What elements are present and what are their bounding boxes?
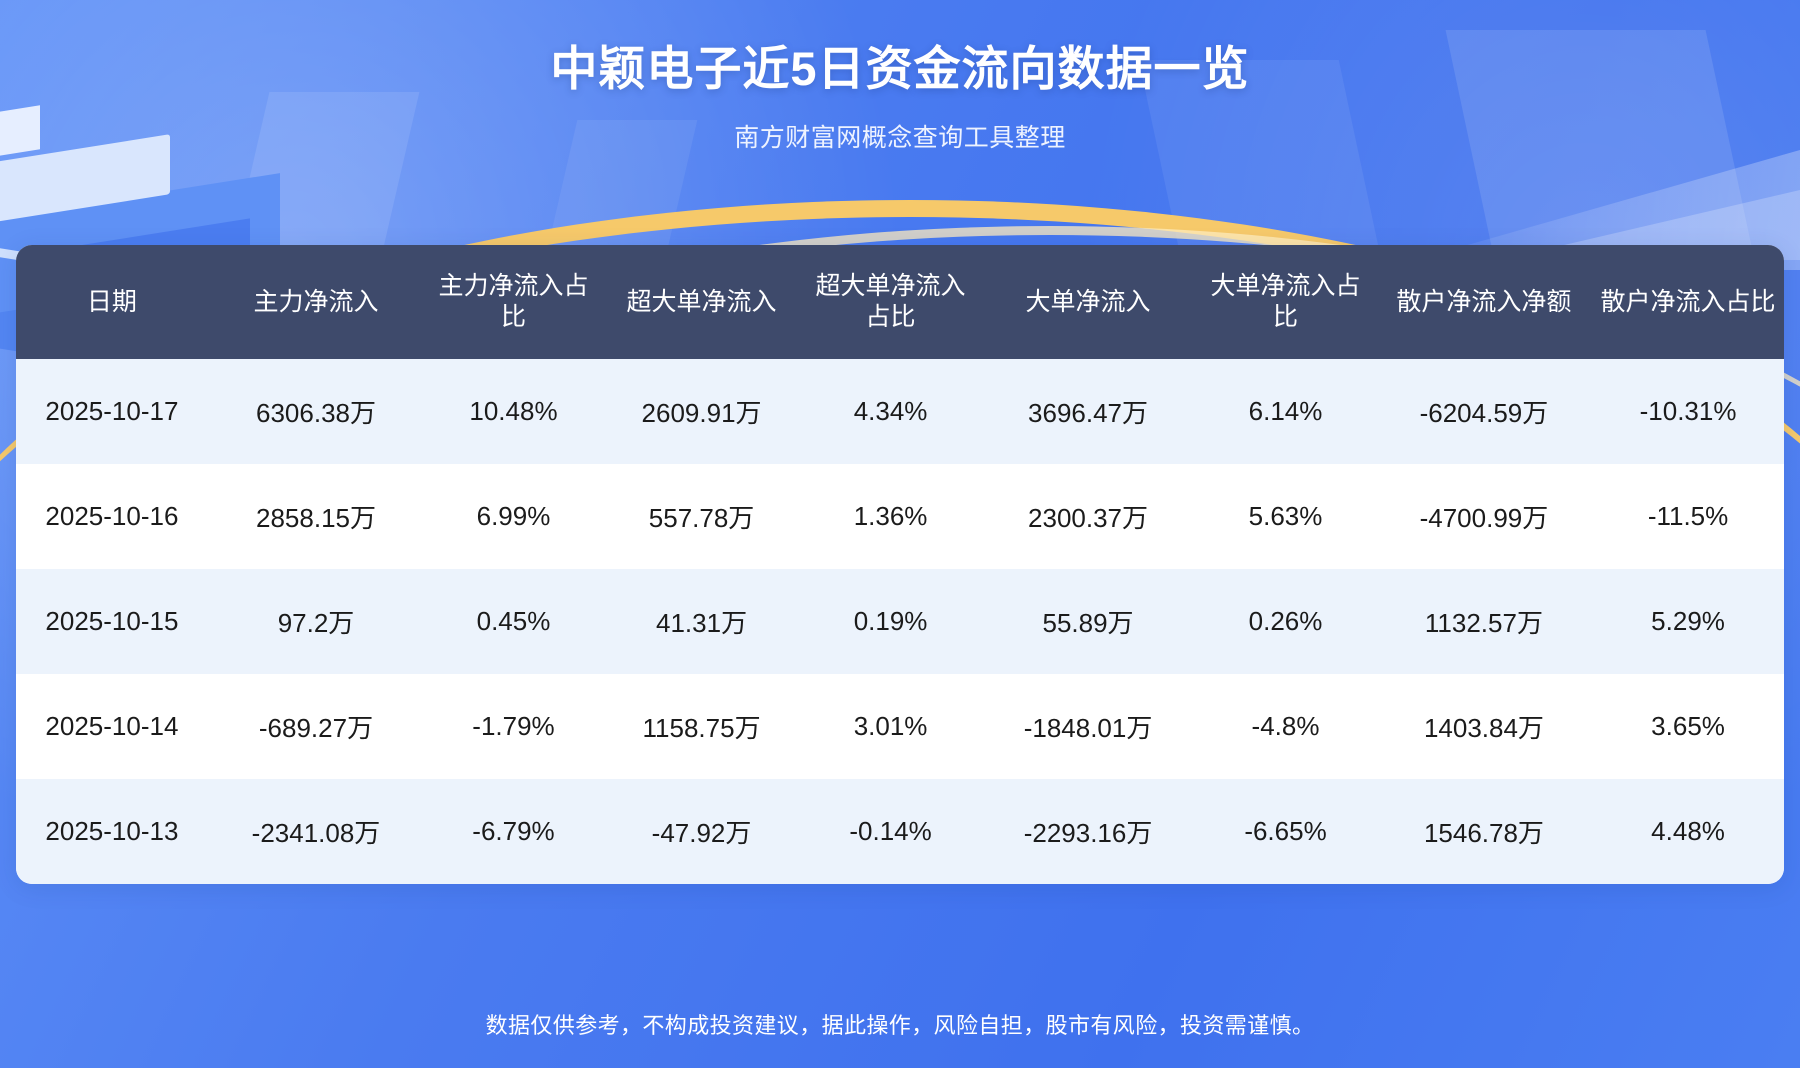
cell-main-net-inflow: 97.2万 bbox=[277, 608, 355, 638]
cell-retail-net-ratio: 3.65% bbox=[1651, 711, 1725, 741]
column-header-retail-net-ratio[interactable]: 散户净流入占比 bbox=[1592, 245, 1784, 359]
cell-date: 2025-10-13 bbox=[45, 816, 179, 846]
page-subtitle: 南方财富网概念查询工具整理 bbox=[734, 123, 1066, 152]
column-header-large-net-inflow[interactable]: 大单净流入 bbox=[980, 245, 1196, 359]
cell-main-net-ratio: 10.48% bbox=[469, 396, 558, 426]
table-row[interactable]: 2025-10-13 -2341.08万 -6.79% -47.92万 -0.1… bbox=[16, 779, 1784, 884]
cell-main-net-ratio: 0.45% bbox=[476, 606, 551, 636]
cell-date: 2025-10-15 bbox=[45, 606, 179, 636]
cell-retail-net-amount: -4700.99万 bbox=[1419, 503, 1549, 533]
cell-main-net-inflow: 6306.38万 bbox=[256, 398, 376, 428]
column-header-xl-net-inflow[interactable]: 超大单净流入 bbox=[602, 245, 801, 359]
cell-retail-net-ratio: -10.31% bbox=[1639, 396, 1737, 426]
page-header: 中颖电子近5日资金流向数据一览 南方财富网概念查询工具整理 bbox=[0, 0, 1800, 245]
cell-xl-net-ratio: 3.01% bbox=[853, 711, 928, 741]
cell-large-net-inflow: 2300.37万 bbox=[1028, 503, 1149, 533]
column-header-main-net-inflow[interactable]: 主力净流入 bbox=[207, 245, 425, 359]
cell-large-net-ratio: -4.8% bbox=[1251, 711, 1320, 741]
cell-large-net-inflow: 55.89万 bbox=[1042, 608, 1134, 638]
cell-main-net-inflow: -2341.08万 bbox=[251, 818, 381, 848]
cell-xl-net-inflow: 2609.91万 bbox=[641, 398, 762, 428]
column-header-large-net-ratio[interactable]: 大单净流入占比 bbox=[1195, 245, 1376, 359]
cell-main-net-ratio: -1.79% bbox=[472, 711, 555, 741]
cell-retail-net-ratio: 5.29% bbox=[1651, 606, 1725, 636]
page-footer: 数据仅供参考，不构成投资建议，据此操作，风险自担，股市有风险，投资需谨慎。 bbox=[0, 980, 1800, 1068]
cell-large-net-ratio: 5.63% bbox=[1248, 501, 1323, 531]
disclaimer-text: 数据仅供参考，不构成投资建议，据此操作，风险自担，股市有风险，投资需谨慎。 bbox=[485, 1013, 1315, 1038]
column-header-date[interactable]: 日期 bbox=[16, 245, 208, 359]
cell-retail-net-ratio: -11.5% bbox=[1647, 501, 1729, 531]
cell-large-net-inflow: -2293.16万 bbox=[1023, 818, 1153, 848]
cell-date: 2025-10-17 bbox=[45, 396, 179, 426]
cell-main-net-ratio: -6.79% bbox=[472, 816, 555, 846]
page-title: 中颖电子近5日资金流向数据一览 bbox=[550, 42, 1250, 95]
column-header-main-net-ratio[interactable]: 主力净流入占比 bbox=[424, 245, 603, 359]
data-card: 南方财富网 Southmoney.com 日期 主力净流入 主力净流入占比 超大… bbox=[16, 245, 1784, 884]
cell-xl-net-inflow: 41.31万 bbox=[656, 608, 748, 638]
cell-retail-net-amount: 1546.78万 bbox=[1423, 818, 1544, 848]
cell-xl-net-ratio: 0.19% bbox=[853, 606, 928, 636]
cell-date: 2025-10-14 bbox=[45, 711, 179, 741]
cell-large-net-ratio: 0.26% bbox=[1248, 606, 1323, 636]
cell-large-net-inflow: -1848.01万 bbox=[1023, 713, 1153, 743]
cell-xl-net-ratio: 1.36% bbox=[853, 501, 928, 531]
table-row[interactable]: 2025-10-16 2858.15万 6.99% 557.78万 1.36% … bbox=[16, 464, 1784, 569]
cell-retail-net-amount: -6204.59万 bbox=[1419, 398, 1549, 428]
cell-large-net-inflow: 3696.47万 bbox=[1028, 398, 1149, 428]
cell-xl-net-inflow: -47.92万 bbox=[651, 818, 752, 848]
column-header-retail-net-amount[interactable]: 散户净流入净额 bbox=[1375, 245, 1593, 359]
table-body: 2025-10-17 6306.38万 10.48% 2609.91万 4.34… bbox=[16, 359, 1784, 884]
table-header: 日期 主力净流入 主力净流入占比 超大单净流入 超大单净流入占比 大单净流入 大… bbox=[16, 245, 1784, 359]
cell-xl-net-inflow: 557.78万 bbox=[648, 503, 755, 533]
cell-main-net-inflow: -689.27万 bbox=[258, 713, 374, 743]
fund-flow-table: 日期 主力净流入 主力净流入占比 超大单净流入 超大单净流入占比 大单净流入 大… bbox=[16, 245, 1784, 884]
cell-xl-net-inflow: 1158.75万 bbox=[642, 713, 761, 743]
cell-retail-net-ratio: 4.48% bbox=[1651, 816, 1725, 846]
cell-large-net-ratio: -6.65% bbox=[1244, 816, 1327, 846]
cell-xl-net-ratio: -0.14% bbox=[849, 816, 932, 846]
cell-retail-net-amount: 1403.84万 bbox=[1423, 713, 1544, 743]
table-row[interactable]: 2025-10-17 6306.38万 10.48% 2609.91万 4.34… bbox=[16, 359, 1784, 464]
decorative-gold-arc-inner bbox=[120, 226, 1800, 606]
table-row[interactable]: 2025-10-14 -689.27万 -1.79% 1158.75万 3.01… bbox=[16, 674, 1784, 779]
cell-main-net-inflow: 2858.15万 bbox=[256, 503, 376, 533]
cell-large-net-ratio: 6.14% bbox=[1248, 396, 1323, 426]
table-header-row: 日期 主力净流入 主力净流入占比 超大单净流入 超大单净流入占比 大单净流入 大… bbox=[16, 245, 1784, 359]
cell-xl-net-ratio: 4.34% bbox=[853, 396, 928, 426]
cell-main-net-ratio: 6.99% bbox=[476, 501, 551, 531]
cell-date: 2025-10-16 bbox=[45, 501, 179, 531]
cell-retail-net-amount: 1132.57万 bbox=[1424, 608, 1543, 638]
table-row[interactable]: 2025-10-15 97.2万 0.45% 41.31万 0.19% 55.8… bbox=[16, 569, 1784, 674]
column-header-xl-net-ratio[interactable]: 超大单净流入占比 bbox=[800, 245, 981, 359]
